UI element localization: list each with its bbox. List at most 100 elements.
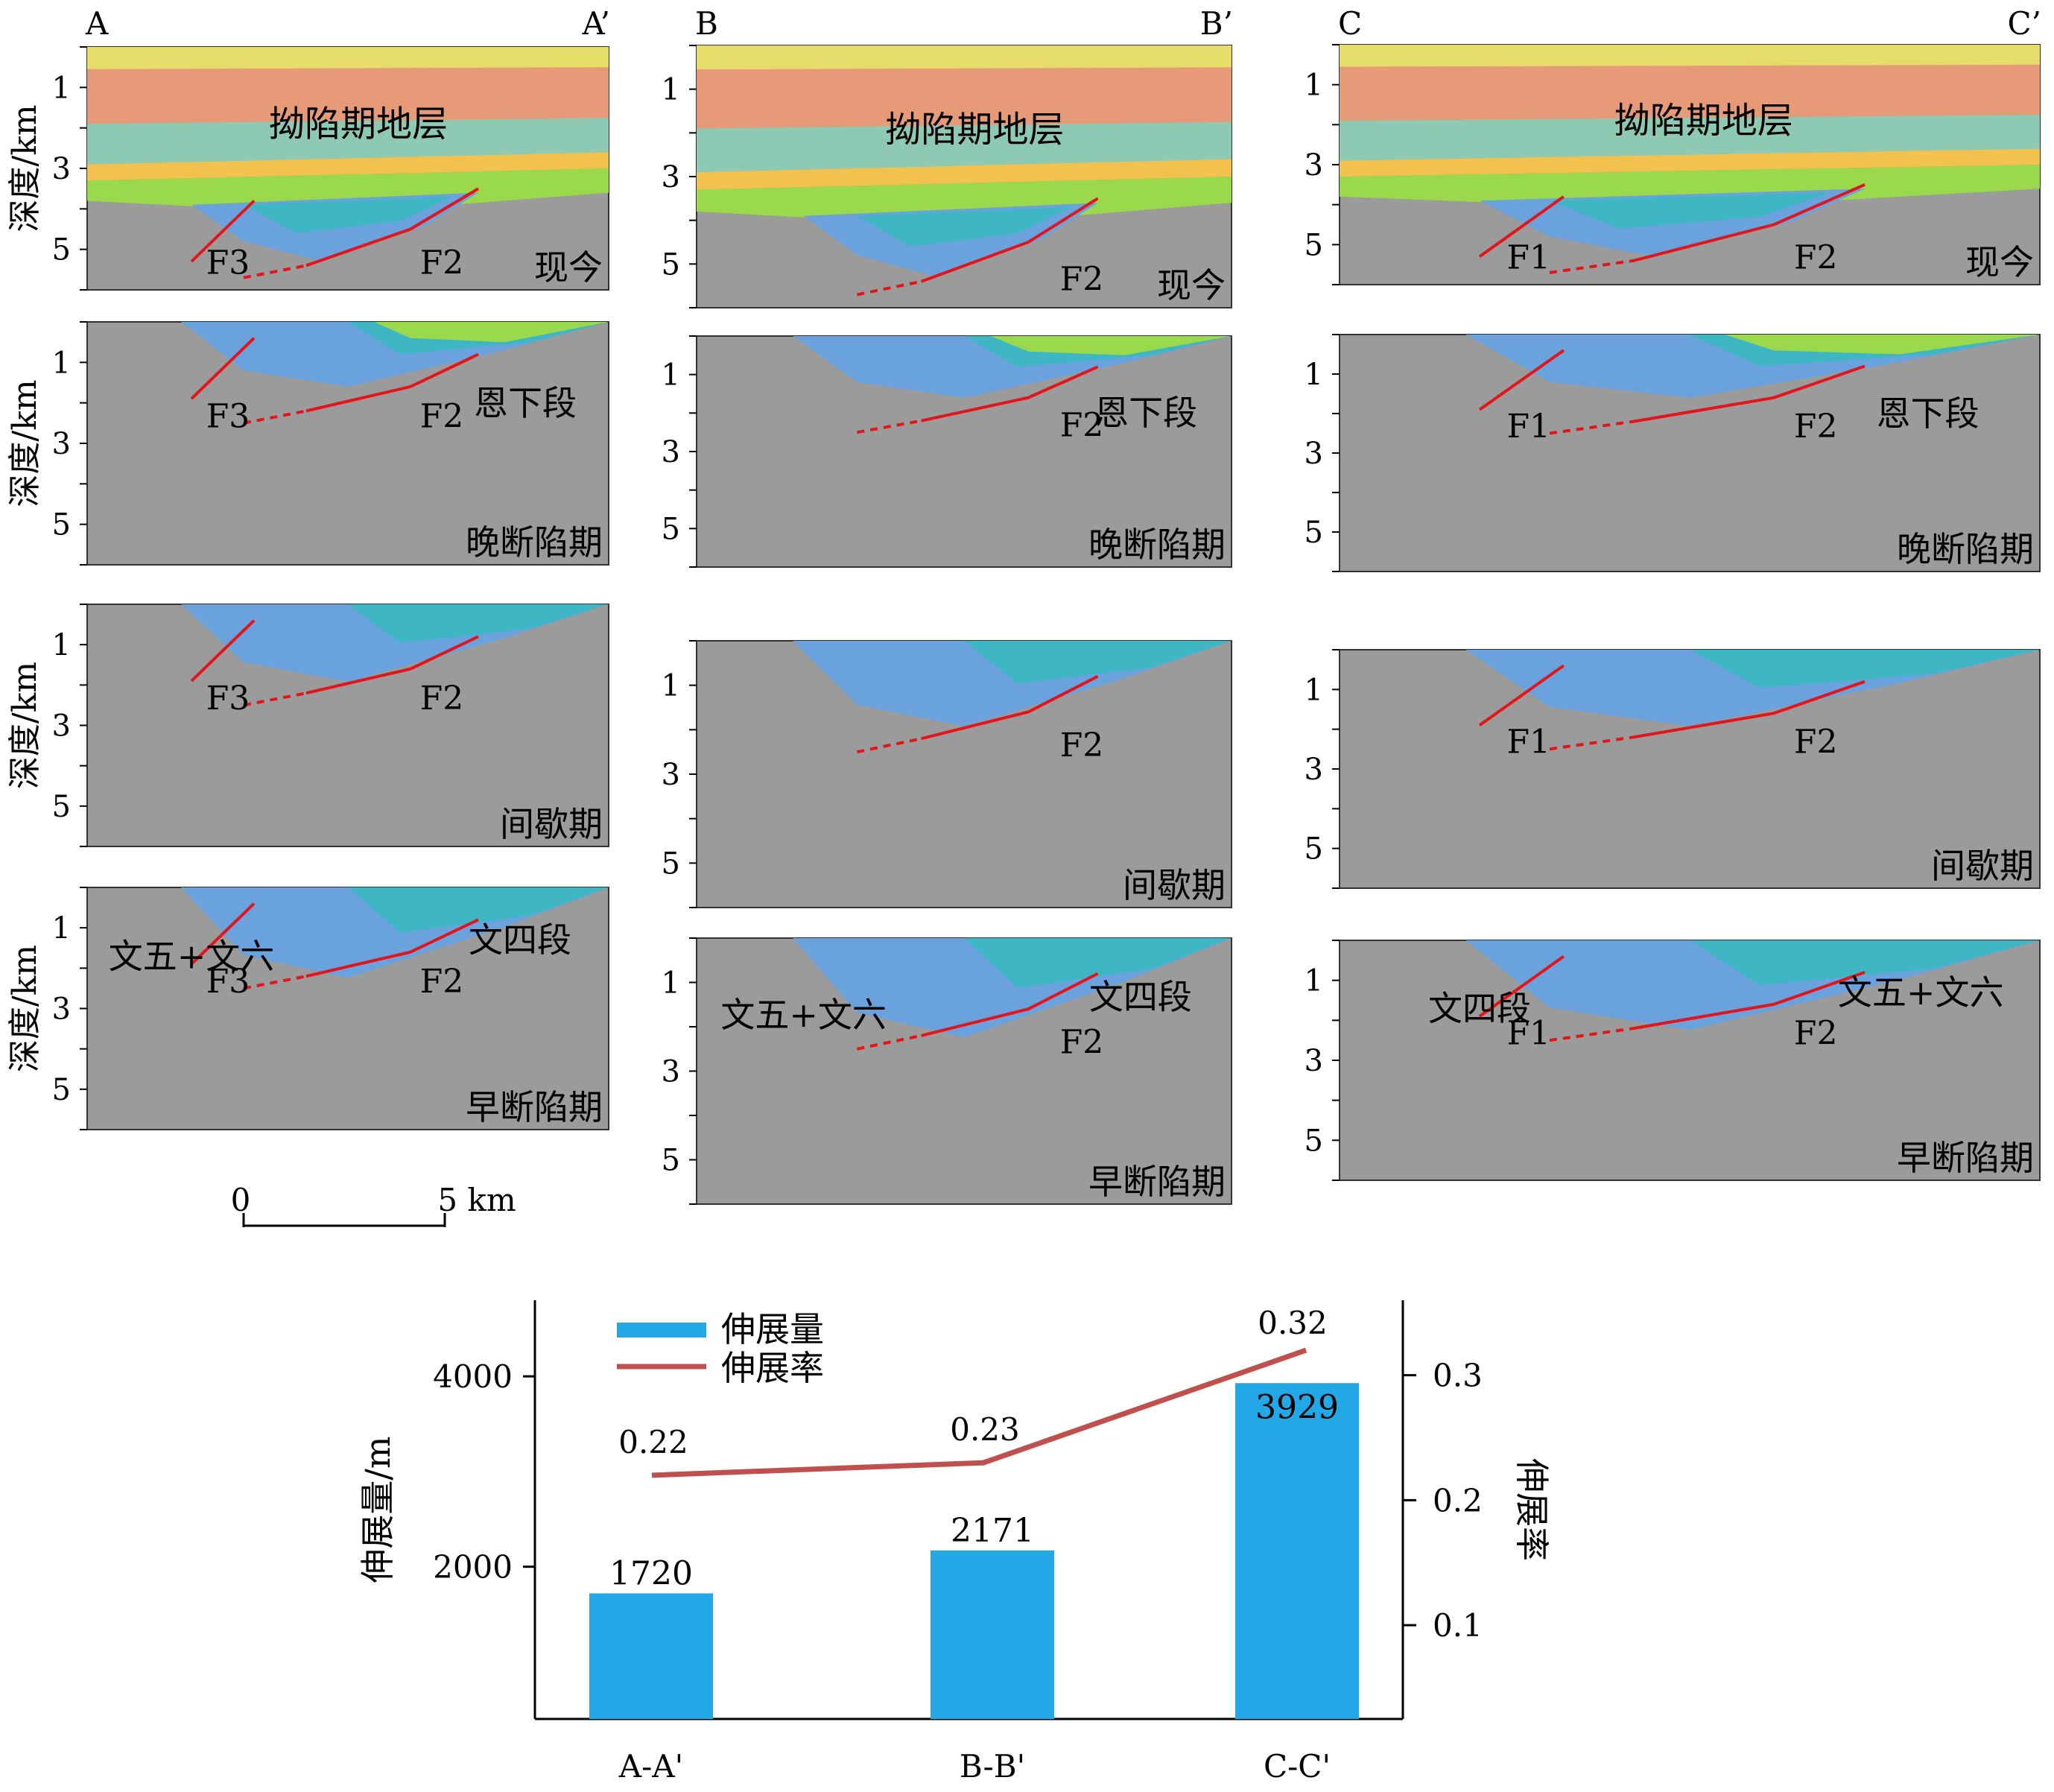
layer-green bbox=[990, 336, 1232, 355]
depth-tick-label: 5 bbox=[1305, 832, 1323, 867]
depth-tick-label: 1 bbox=[1305, 673, 1323, 707]
panel-2 bbox=[1332, 649, 2041, 889]
depth-tick-label: 3 bbox=[1305, 437, 1323, 471]
fault-f2-inferred bbox=[243, 409, 307, 425]
fault-label: F3 bbox=[206, 680, 250, 718]
depth-tick-label: 1 bbox=[662, 669, 680, 703]
section-end-label: C’ bbox=[2008, 5, 2042, 42]
layer-teal bbox=[964, 641, 1232, 684]
layer-teal bbox=[348, 887, 609, 933]
fault-label: F2 bbox=[420, 244, 464, 282]
fault-label: F2 bbox=[1794, 408, 1838, 446]
fault-label: F1 bbox=[1507, 724, 1551, 762]
section-0 bbox=[80, 46, 609, 1130]
section-2 bbox=[1332, 44, 2041, 1181]
panel-2 bbox=[80, 604, 609, 847]
depth-tick-label: 5 bbox=[52, 1073, 71, 1107]
scale-bar-end: 5 km bbox=[437, 1182, 516, 1218]
fault-f2-inferred bbox=[1549, 419, 1635, 435]
right-tick-label: 0.2 bbox=[1433, 1482, 1483, 1519]
layer-teal bbox=[348, 604, 609, 643]
stage-label: 间歇期 bbox=[1123, 865, 1226, 905]
layer-teal-light bbox=[87, 118, 609, 165]
layer-salmon bbox=[1340, 64, 2040, 121]
depth-tick-label: 1 bbox=[52, 628, 71, 662]
unit-label: 文五+文六 bbox=[720, 995, 887, 1035]
depth-tick-label: 1 bbox=[1305, 358, 1323, 392]
depth-tick-label: 5 bbox=[52, 233, 71, 267]
fault-f2-inferred bbox=[857, 419, 922, 434]
bar-label: 3929 bbox=[1255, 1388, 1339, 1426]
stage-label: 现今 bbox=[1965, 242, 2034, 282]
panel-3 bbox=[1332, 940, 2041, 1181]
left-tick-label: 4000 bbox=[433, 1358, 513, 1395]
fault-f2-inferred bbox=[856, 279, 922, 297]
depth-tick-label: 1 bbox=[662, 358, 680, 393]
depth-tick-label: 3 bbox=[662, 435, 680, 469]
rate-line bbox=[651, 1347, 1307, 1478]
category-label: B-B' bbox=[960, 1748, 1025, 1785]
layer-teal bbox=[1690, 650, 2040, 688]
layer-orange bbox=[697, 159, 1232, 190]
layer-yellow bbox=[87, 47, 609, 69]
fault-secondary bbox=[1478, 954, 1565, 1018]
depth-tick-label: 3 bbox=[1305, 148, 1323, 183]
fault-f2 bbox=[920, 197, 1099, 283]
layer-salmon bbox=[87, 67, 609, 124]
depth-tick-label: 1 bbox=[1305, 69, 1323, 103]
category-label: C-C' bbox=[1264, 1748, 1331, 1785]
depth-axis-title: 深度/km bbox=[6, 662, 44, 789]
section-start-label: A bbox=[85, 5, 109, 42]
bar bbox=[589, 1593, 713, 1719]
depth-tick-label: 5 bbox=[52, 790, 71, 824]
fault-f2 bbox=[305, 635, 479, 695]
depth-axis-title: 深度/km bbox=[6, 379, 44, 507]
fault-f2 bbox=[1633, 971, 1866, 1030]
bar bbox=[1235, 1383, 1359, 1719]
fault-f2 bbox=[921, 972, 1099, 1037]
layer-teal bbox=[857, 207, 1071, 247]
depth-tick-label: 5 bbox=[662, 512, 680, 546]
formation-label: 拗陷期地层 bbox=[269, 104, 448, 145]
layer-orange bbox=[1340, 148, 2040, 177]
fault-label: F3 bbox=[206, 963, 250, 1001]
fault-secondary bbox=[1478, 664, 1565, 726]
depth-tick-label: 1 bbox=[662, 966, 680, 1001]
depth-tick-label: 5 bbox=[662, 846, 680, 881]
right-tick-label: 0.1 bbox=[1433, 1607, 1483, 1644]
fault-f2-inferred bbox=[1549, 735, 1635, 751]
section-1 bbox=[689, 45, 1232, 1205]
depth-tick-label: 3 bbox=[52, 709, 71, 744]
fault-f2-inferred bbox=[243, 264, 307, 279]
stage-label: 间歇期 bbox=[1931, 846, 2034, 886]
fault-label: F2 bbox=[1060, 261, 1104, 299]
fault-label: F2 bbox=[420, 963, 464, 1001]
unit-label: 文四段 bbox=[469, 920, 571, 960]
bar-label: 2171 bbox=[951, 1512, 1034, 1550]
panel-0 bbox=[689, 45, 1232, 308]
section-end-label: B’ bbox=[1200, 5, 1233, 42]
formation-label: 拗陷期地层 bbox=[1614, 100, 1793, 142]
unit-label: 文五+文六 bbox=[109, 936, 275, 976]
unit-label: 恩下段 bbox=[1877, 393, 1979, 434]
depth-tick-label: 5 bbox=[662, 247, 680, 282]
stage-label: 晚断陷期 bbox=[466, 522, 603, 563]
depth-tick-label: 3 bbox=[662, 758, 680, 792]
section-start-label: C bbox=[1338, 5, 1362, 42]
layer-green bbox=[1340, 165, 2040, 205]
stage-label: 现今 bbox=[1157, 265, 1226, 305]
fault-f2 bbox=[305, 352, 479, 413]
fault-label: F2 bbox=[1794, 1015, 1838, 1053]
depth-tick-label: 5 bbox=[1305, 516, 1323, 550]
unit-label: 文四段 bbox=[1089, 977, 1192, 1017]
legend-line-label: 伸展率 bbox=[721, 1348, 824, 1388]
fault-f2 bbox=[1633, 183, 1866, 262]
fault-label: F1 bbox=[1507, 239, 1551, 277]
stage-label: 晚断陷期 bbox=[1088, 525, 1226, 565]
fault-f2-inferred bbox=[1549, 259, 1635, 274]
depth-tick-label: 1 bbox=[52, 346, 71, 380]
depth-tick-label: 5 bbox=[662, 1144, 680, 1178]
fault-label: F1 bbox=[1507, 408, 1551, 446]
fault-f2 bbox=[305, 187, 480, 267]
fault-label: F3 bbox=[206, 244, 250, 282]
